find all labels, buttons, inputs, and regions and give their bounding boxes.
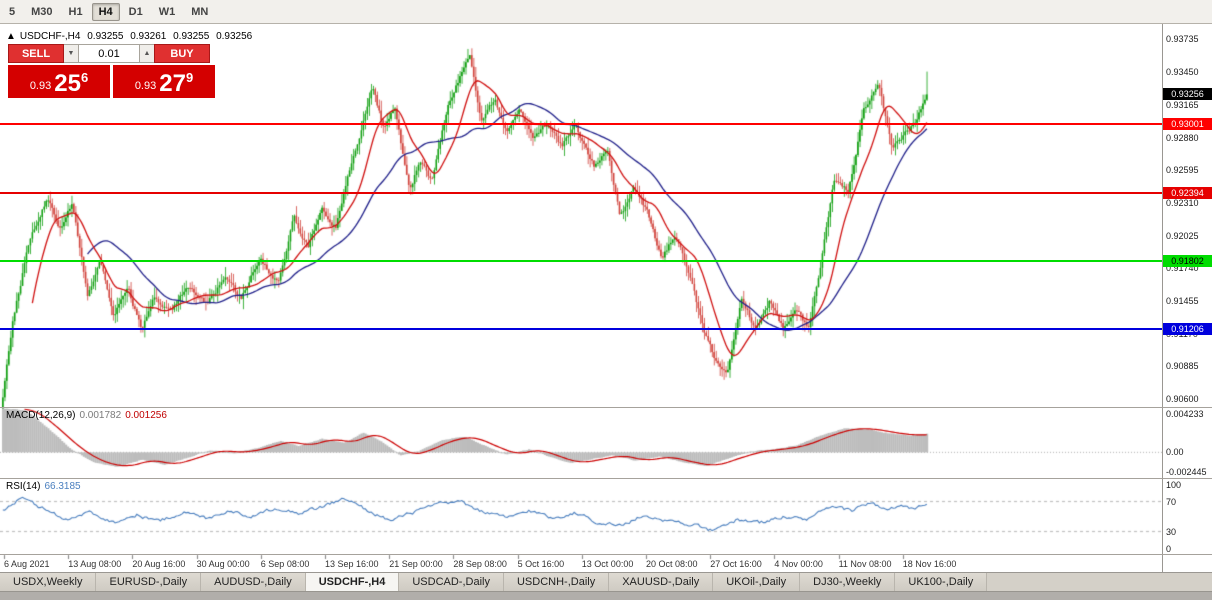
- symbol-tab[interactable]: DJ30-,Weekly: [800, 573, 896, 591]
- price-tick: 0.93165: [1166, 99, 1199, 110]
- chart-header: ▲ USDCHF-,H4 0.93255 0.93261 0.93255 0.93…: [6, 31, 256, 42]
- ohlc-low: 0.93255: [173, 31, 210, 42]
- panel-separator-macd[interactable]: [0, 407, 1212, 408]
- time-axis-label: 30 Aug 00:00: [196, 559, 250, 569]
- sell-price-big-digits: 25: [54, 70, 81, 97]
- time-axis-label: 11 Nov 08:00: [838, 559, 892, 569]
- price-tick: 0.92880: [1166, 132, 1199, 143]
- buy-price-pip-digit: 9: [185, 70, 194, 85]
- timeframe-button-d1[interactable]: D1: [128, 5, 143, 18]
- macd-signal-value: 0.001256: [125, 410, 167, 421]
- one-click-trading-panel: SELL ▼ ▲ BUY 0.93 25 6 0.93 27 9: [8, 44, 216, 98]
- sell-price-prefix: 0.93: [29, 80, 52, 92]
- time-axis-label: 6 Aug 2021: [4, 559, 50, 569]
- horizontal-price-line[interactable]: [0, 192, 1162, 195]
- time-axis-label: 27 Oct 16:00: [710, 559, 762, 569]
- rsi-name: RSI(14): [6, 481, 41, 492]
- buy-price-prefix: 0.93: [134, 80, 157, 92]
- price-line-label: 0.91802: [1163, 255, 1212, 268]
- price-tick: 0.92025: [1166, 230, 1199, 241]
- rsi-value: 66.3185: [44, 481, 81, 492]
- timeframe-button-h1[interactable]: H1: [68, 5, 83, 18]
- symbol-tab[interactable]: AUDUSD-,Daily: [201, 573, 306, 591]
- macd-name: MACD(12,26,9): [6, 410, 76, 421]
- timeframe-button-w1[interactable]: W1: [158, 5, 176, 18]
- status-strip: [0, 591, 1212, 600]
- panel-separator-rsi[interactable]: [0, 478, 1212, 479]
- time-axis-label: 4 Nov 00:00: [774, 559, 823, 569]
- time-axis-label: 13 Aug 08:00: [68, 559, 122, 569]
- symbol-tab[interactable]: USDCAD-,Daily: [399, 573, 504, 591]
- chart-tabs-bar: USDX,Weekly EURUSD-,Daily AUDUSD-,Daily USD…: [0, 572, 1212, 591]
- rsi-axis-label: 0: [1166, 544, 1172, 554]
- price-line-label: 0.93001: [1163, 117, 1212, 130]
- time-axis-label: 21 Sep 00:00: [389, 559, 443, 569]
- symbol-tab[interactable]: USDX,Weekly: [0, 573, 97, 591]
- price-tick: 0.90885: [1166, 361, 1199, 372]
- rsi-axis-label: 30: [1166, 526, 1177, 537]
- time-axis-label: 6 Sep 08:00: [260, 559, 310, 569]
- price-line-label: 0.92394: [1163, 187, 1212, 200]
- rsi-axis-label: 70: [1166, 496, 1177, 507]
- sell-button[interactable]: SELL: [8, 44, 64, 63]
- macd-axis-label: 0.00: [1166, 447, 1184, 458]
- timeframe-button-h4[interactable]: H4: [91, 2, 120, 21]
- time-axis-label: 28 Sep 08:00: [453, 559, 507, 569]
- horizontal-price-line[interactable]: [0, 328, 1162, 331]
- ohlc-open: 0.93255: [87, 31, 124, 42]
- time-axis-label: 20 Aug 16:00: [132, 559, 186, 569]
- buy-price-button[interactable]: 0.93 27 9: [113, 65, 215, 98]
- symbol-tab[interactable]: XAUUSD-,Daily: [609, 573, 714, 591]
- sell-price-pip-digit: 6: [80, 70, 89, 85]
- price-tick: 0.91740: [1166, 263, 1199, 274]
- current-bid-label: 0.93256: [1163, 88, 1212, 101]
- timeframe-button-5[interactable]: 5: [9, 5, 16, 18]
- chart-canvas[interactable]: [0, 24, 1162, 572]
- macd-indicator-label: MACD(12,26,9) 0.001782 0.001256: [6, 410, 167, 421]
- time-axis-label: 20 Oct 08:00: [646, 559, 698, 569]
- panel-separator-time[interactable]: [0, 554, 1212, 555]
- macd-main-value: 0.001782: [79, 410, 122, 421]
- horizontal-price-line[interactable]: [0, 260, 1162, 263]
- sell-price-button[interactable]: 0.93 25 6: [8, 65, 110, 98]
- time-axis-label: 18 Nov 16:00: [902, 559, 957, 569]
- time-axis: 6 Aug 2021 13 Aug 08:00 20 Aug 16:00 30 Aug…: [0, 556, 1162, 572]
- chart-symbol-title: USDCHF-,H4: [19, 31, 81, 42]
- time-axis-label: 13 Oct 00:00: [581, 559, 634, 569]
- time-axis-label: 13 Sep 16:00: [325, 559, 379, 569]
- symbol-tab[interactable]: USDCNH-,Daily: [503, 573, 610, 591]
- panel-collapse-icon[interactable]: ▲: [6, 31, 16, 42]
- timeframe-button-m30[interactable]: M30: [31, 5, 53, 18]
- symbol-tab[interactable]: USDCHF-,H4: [305, 573, 400, 591]
- price-tick: 0.90600: [1166, 393, 1199, 404]
- symbol-tab[interactable]: EURUSD-,Daily: [96, 573, 202, 591]
- lot-decrease-button[interactable]: ▼: [64, 44, 78, 63]
- time-axis-label: 5 Oct 16:00: [517, 559, 565, 569]
- ohlc-high: 0.93261: [130, 31, 167, 42]
- macd-axis-label: 0.004233: [1166, 409, 1204, 419]
- price-line-label: 0.91206: [1163, 323, 1212, 336]
- symbol-tab[interactable]: UK100-,Daily: [895, 573, 988, 591]
- lot-increase-button[interactable]: ▲: [140, 44, 154, 63]
- price-tick: 0.92310: [1166, 197, 1199, 208]
- rsi-axis-label: 100: [1166, 480, 1182, 490]
- buy-button[interactable]: BUY: [154, 44, 210, 63]
- price-tick: 0.92595: [1166, 165, 1199, 176]
- rsi-indicator-label: RSI(14) 66.3185: [6, 481, 81, 492]
- symbol-tab[interactable]: UKOil-,Daily: [713, 573, 801, 591]
- macd-axis-label: -0.002445: [1166, 467, 1207, 477]
- lot-size-input[interactable]: [78, 44, 140, 63]
- buy-price-big-digits: 27: [159, 70, 186, 97]
- chart-area: ▲ USDCHF-,H4 0.93255 0.93261 0.93255 0.93…: [0, 24, 1212, 572]
- timeframe-button-mn[interactable]: MN: [191, 5, 209, 18]
- ohlc-close: 0.93256: [216, 31, 253, 42]
- horizontal-price-line[interactable]: [0, 122, 1162, 125]
- price-axis: 0.93735 0.93450 0.93165 0.92880 0.92595 0.923…: [1162, 24, 1212, 572]
- price-tick: 0.93450: [1166, 67, 1199, 78]
- timeframe-toolbar: 5 M30 H1 H4 D1 W1 MN: [0, 0, 1212, 24]
- price-tick: 0.91455: [1166, 295, 1199, 306]
- price-tick: 0.93735: [1166, 34, 1199, 45]
